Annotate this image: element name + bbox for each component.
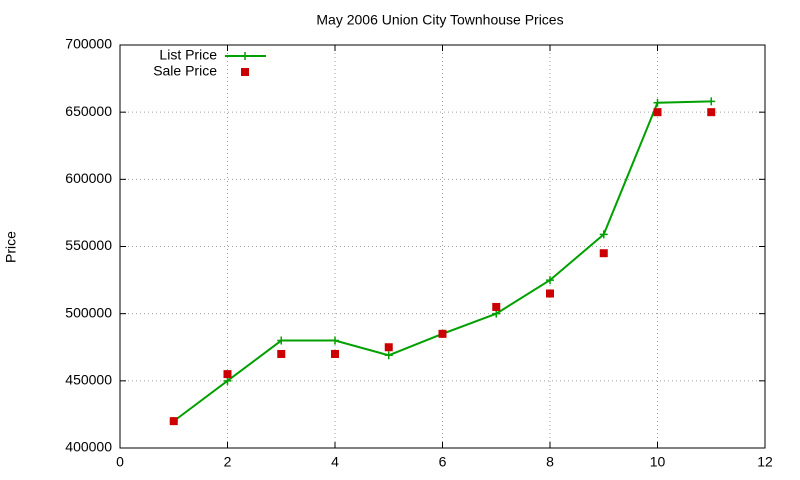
x-tick-label: 12	[757, 454, 773, 470]
point	[599, 230, 608, 239]
point	[653, 98, 662, 107]
point	[707, 108, 716, 117]
point	[492, 302, 501, 311]
y-tick-label: 450000	[65, 372, 112, 388]
y-tick-label: 550000	[65, 237, 112, 253]
legend-label: Sale Price	[153, 63, 217, 79]
legend-label: List Price	[159, 47, 217, 63]
point	[331, 336, 339, 345]
chart-title: May 2006 Union City Townhouse Prices	[316, 12, 563, 28]
point	[384, 343, 393, 352]
x-tick-label: 8	[546, 454, 554, 470]
point	[492, 309, 501, 318]
point	[546, 276, 554, 285]
point	[277, 336, 286, 345]
y-tick-label: 700000	[65, 36, 112, 52]
x-tick-label: 10	[650, 454, 666, 470]
point	[384, 351, 393, 360]
y-axis-label: Price	[3, 231, 19, 263]
point	[223, 376, 232, 385]
point	[653, 108, 662, 117]
point	[241, 52, 249, 60]
x-tick-label: 4	[331, 454, 339, 470]
point	[546, 289, 554, 298]
point	[223, 370, 232, 379]
point	[331, 349, 339, 358]
point	[438, 329, 447, 338]
y-tick-label: 400000	[65, 439, 112, 455]
x-tick-label: 0	[116, 454, 124, 470]
x-tick-label: 6	[439, 454, 447, 470]
x-tick-label: 2	[224, 454, 232, 470]
y-tick-label: 500000	[65, 304, 112, 320]
point	[169, 417, 178, 426]
point	[599, 249, 608, 258]
point	[707, 97, 716, 106]
point	[241, 68, 249, 76]
plot-border	[119, 44, 766, 449]
y-tick-label: 600000	[65, 170, 112, 186]
y-tick-label: 650000	[65, 103, 112, 119]
point	[277, 349, 286, 358]
